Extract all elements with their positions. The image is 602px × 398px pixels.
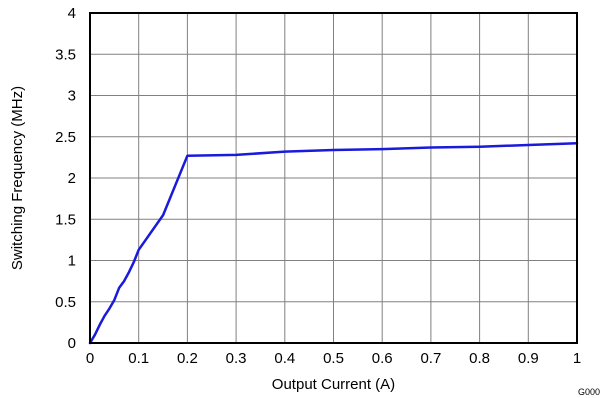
y-tick-label: 3 xyxy=(68,88,76,105)
plot-frame xyxy=(89,12,578,344)
x-tick-label: 0.7 xyxy=(420,350,441,367)
y-tick-label: 4 xyxy=(68,5,76,22)
x-axis-title: Output Current (A) xyxy=(272,376,395,393)
x-tick-labels: 0 0.1 0.2 0.3 0.4 0.5 0.6 0.7 0.8 0.9 1 xyxy=(86,350,581,367)
y-tick-label: 0.5 xyxy=(55,294,76,311)
y-tick-label: 3.5 xyxy=(55,46,76,63)
grid-lines xyxy=(90,13,577,343)
x-tick-label: 0.2 xyxy=(177,350,198,367)
x-tick-label: 0.9 xyxy=(518,350,539,367)
series-layer xyxy=(88,142,579,345)
y-tick-label: 1 xyxy=(68,253,76,270)
x-tick-label: 0.5 xyxy=(323,350,344,367)
x-tick-label: 0.8 xyxy=(469,350,490,367)
y-tick-labels: 0 0.5 1 1.5 2 2.5 3 3.5 4 xyxy=(55,5,76,352)
x-tick-label: 0.1 xyxy=(128,350,149,367)
x-tick-label: 1 xyxy=(573,350,581,367)
y-tick-label: 2 xyxy=(68,170,76,187)
y-tick-label: 1.5 xyxy=(55,211,76,228)
x-tick-label: 0.4 xyxy=(274,350,295,367)
x-tick-label: 0 xyxy=(86,350,94,367)
x-tick-label: 0.6 xyxy=(372,350,393,367)
x-tick-label: 0.3 xyxy=(226,350,247,367)
y-tick-label: 0 xyxy=(68,335,76,352)
y-tick-label: 2.5 xyxy=(55,129,76,146)
y-axis-title: Switching Frequency (MHz) xyxy=(9,86,26,270)
series-line xyxy=(88,142,579,345)
figure-id: G000 xyxy=(578,387,600,397)
